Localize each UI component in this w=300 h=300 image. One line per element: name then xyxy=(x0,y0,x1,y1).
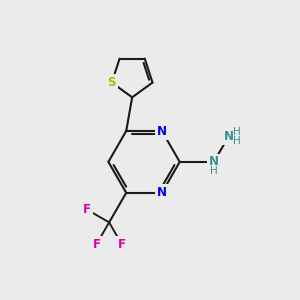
Text: S: S xyxy=(108,76,116,89)
Text: F: F xyxy=(92,238,101,251)
Text: N: N xyxy=(209,155,219,168)
Text: N: N xyxy=(157,186,167,199)
Text: F: F xyxy=(118,238,126,251)
Text: F: F xyxy=(83,203,91,216)
Text: N: N xyxy=(157,124,167,137)
Text: H: H xyxy=(233,127,241,137)
Text: H: H xyxy=(210,167,218,176)
Text: H: H xyxy=(233,136,241,146)
Text: N: N xyxy=(224,130,233,143)
